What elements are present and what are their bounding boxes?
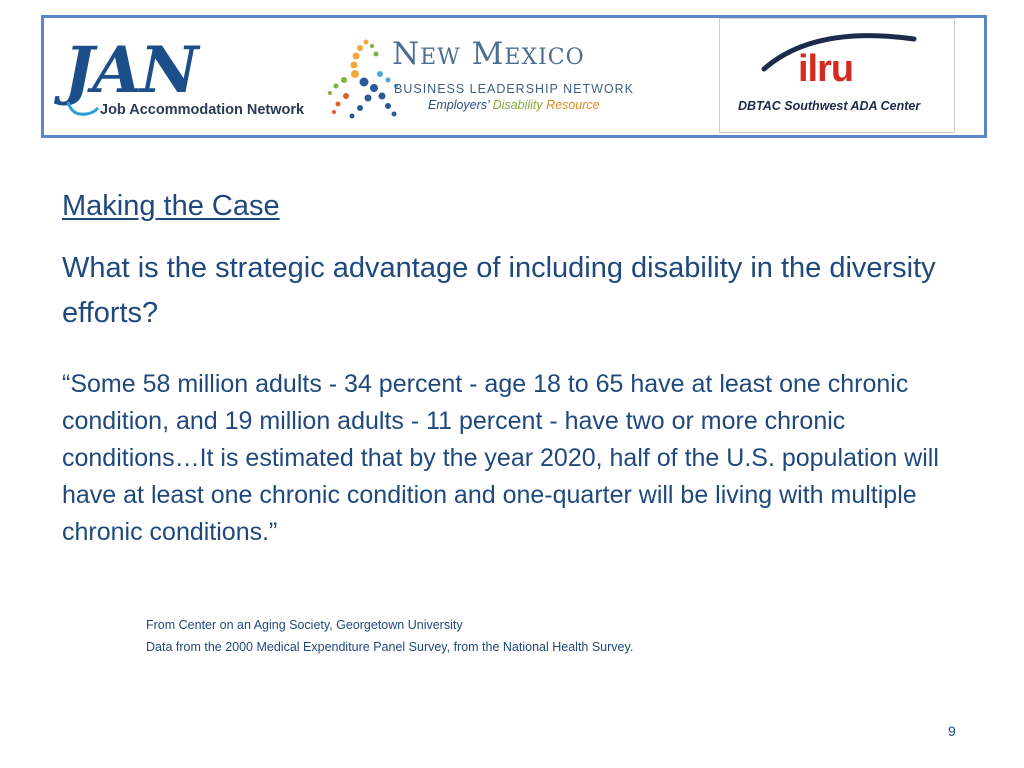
nm-bln-resource: Resource [546, 98, 600, 112]
jan-logo: JAN Job Accommodation Network [64, 36, 324, 126]
nm-bln-title: New Mexico [392, 36, 585, 72]
nm-bln-line2: Employers’ Disability Resource [428, 98, 600, 112]
source-citations: From Center on an Aging Society, Georget… [146, 614, 633, 658]
nm-bln-logo: New Mexico BUSINESS LEADERSHIP NETWORK E… [324, 34, 694, 126]
ilru-arc-icon [761, 33, 917, 72]
jan-swoosh-icon [66, 101, 100, 116]
nm-bln-disability: Disability [492, 98, 543, 112]
slide-heading: Making the Case [62, 190, 280, 222]
source-line: Data from the 2000 Medical Expenditure P… [146, 640, 634, 654]
ilru-logo-mark: ilru [798, 48, 854, 90]
page-number: 9 [948, 723, 956, 739]
source-line: From Center on an Aging Society, Georget… [146, 618, 463, 632]
jan-logo-mark: JAN [64, 33, 198, 108]
slide-quote: “Some 58 million adults - 34 percent - a… [62, 370, 939, 546]
ilru-logo: ilru DBTAC Southwest ADA Center [719, 18, 955, 133]
ilru-logo-subtitle: DBTAC Southwest ADA Center [738, 99, 921, 113]
nm-bln-line1: BUSINESS LEADERSHIP NETWORK [394, 82, 635, 96]
jan-logo-subtitle: Job Accommodation Network [100, 102, 305, 118]
nm-bln-employers: Employers’ [428, 98, 490, 112]
slide-question: What is the strategic advantage of inclu… [62, 252, 936, 329]
dot-spiral-icon [328, 39, 398, 119]
logo-banner: JAN Job Accommodation Network [41, 15, 987, 138]
